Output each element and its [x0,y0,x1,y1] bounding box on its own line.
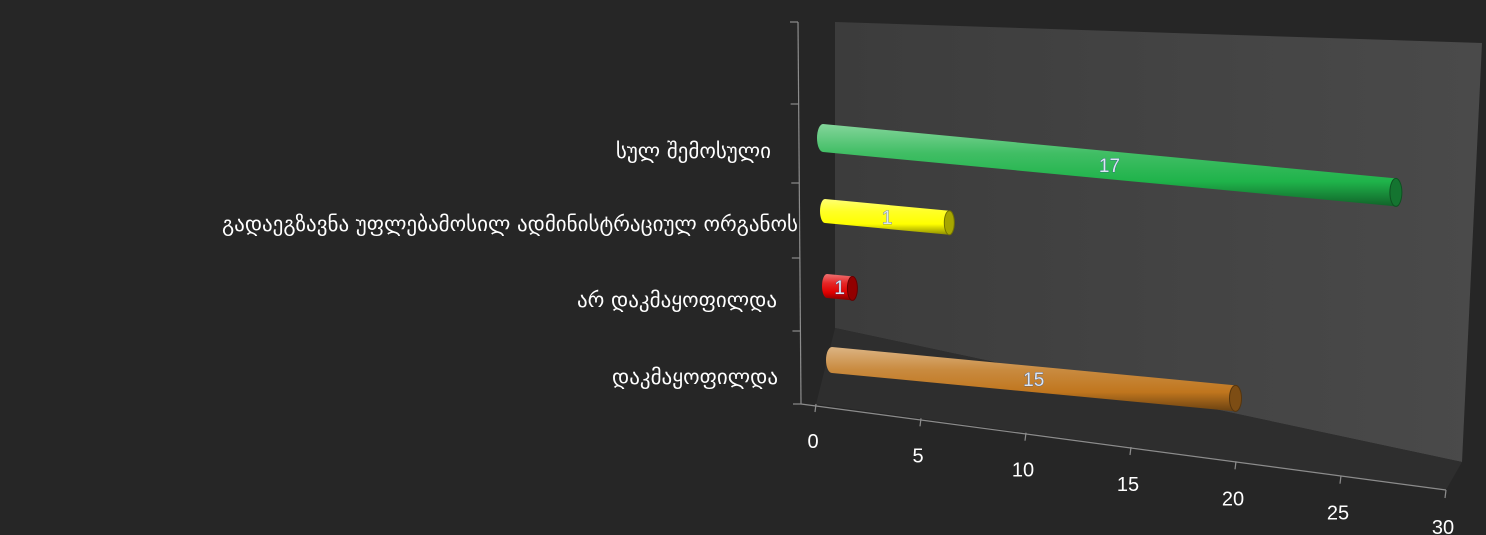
x-tick-mark [919,418,922,427]
plot-area [797,21,1482,491]
x-tick-mark [1339,475,1342,484]
category-label: გადაეგზავნა უფლებამოსილ ადმინისტრაციულ ო… [222,212,798,236]
data-label: 15 [1023,370,1044,391]
bar-body [817,124,1402,207]
data-label: 17 [1099,156,1120,177]
x-tick-mark [1444,489,1447,499]
bar-end-cap [943,210,955,236]
category-label: არ დაკმაყოფილდა [577,288,777,312]
bar [820,199,955,236]
bar [817,124,1403,207]
chart-back-wall [835,22,1482,462]
bar-body [826,347,1242,412]
bar-body [820,199,955,235]
category-label: დაკმაყოფილდა [612,365,778,389]
x-tick-label: 10 [1012,460,1034,482]
bar [822,274,858,301]
x-tick-mark [1024,432,1027,441]
bar-end-cap [1229,384,1242,412]
x-tick-label: 30 [1432,517,1454,535]
category-label: სულ შემოსული [616,139,771,163]
data-label: 1 [882,208,893,229]
bar-end-cap [1389,177,1403,207]
x-tick-label: 15 [1117,474,1139,496]
x-tick-label: 0 [807,431,818,453]
x-axis-line [800,403,1447,491]
x-tick-label: 25 [1327,503,1349,525]
x-tick-label: 5 [912,445,923,467]
x-tick-mark [1234,461,1237,470]
x-tick-label: 20 [1222,488,1244,510]
bar [826,347,1242,412]
data-label: 1 [834,278,845,299]
bar-end-cap [846,275,858,301]
x-tick-mark [1129,446,1132,456]
x-tick-mark [814,403,817,413]
y-axis-line [797,21,802,405]
